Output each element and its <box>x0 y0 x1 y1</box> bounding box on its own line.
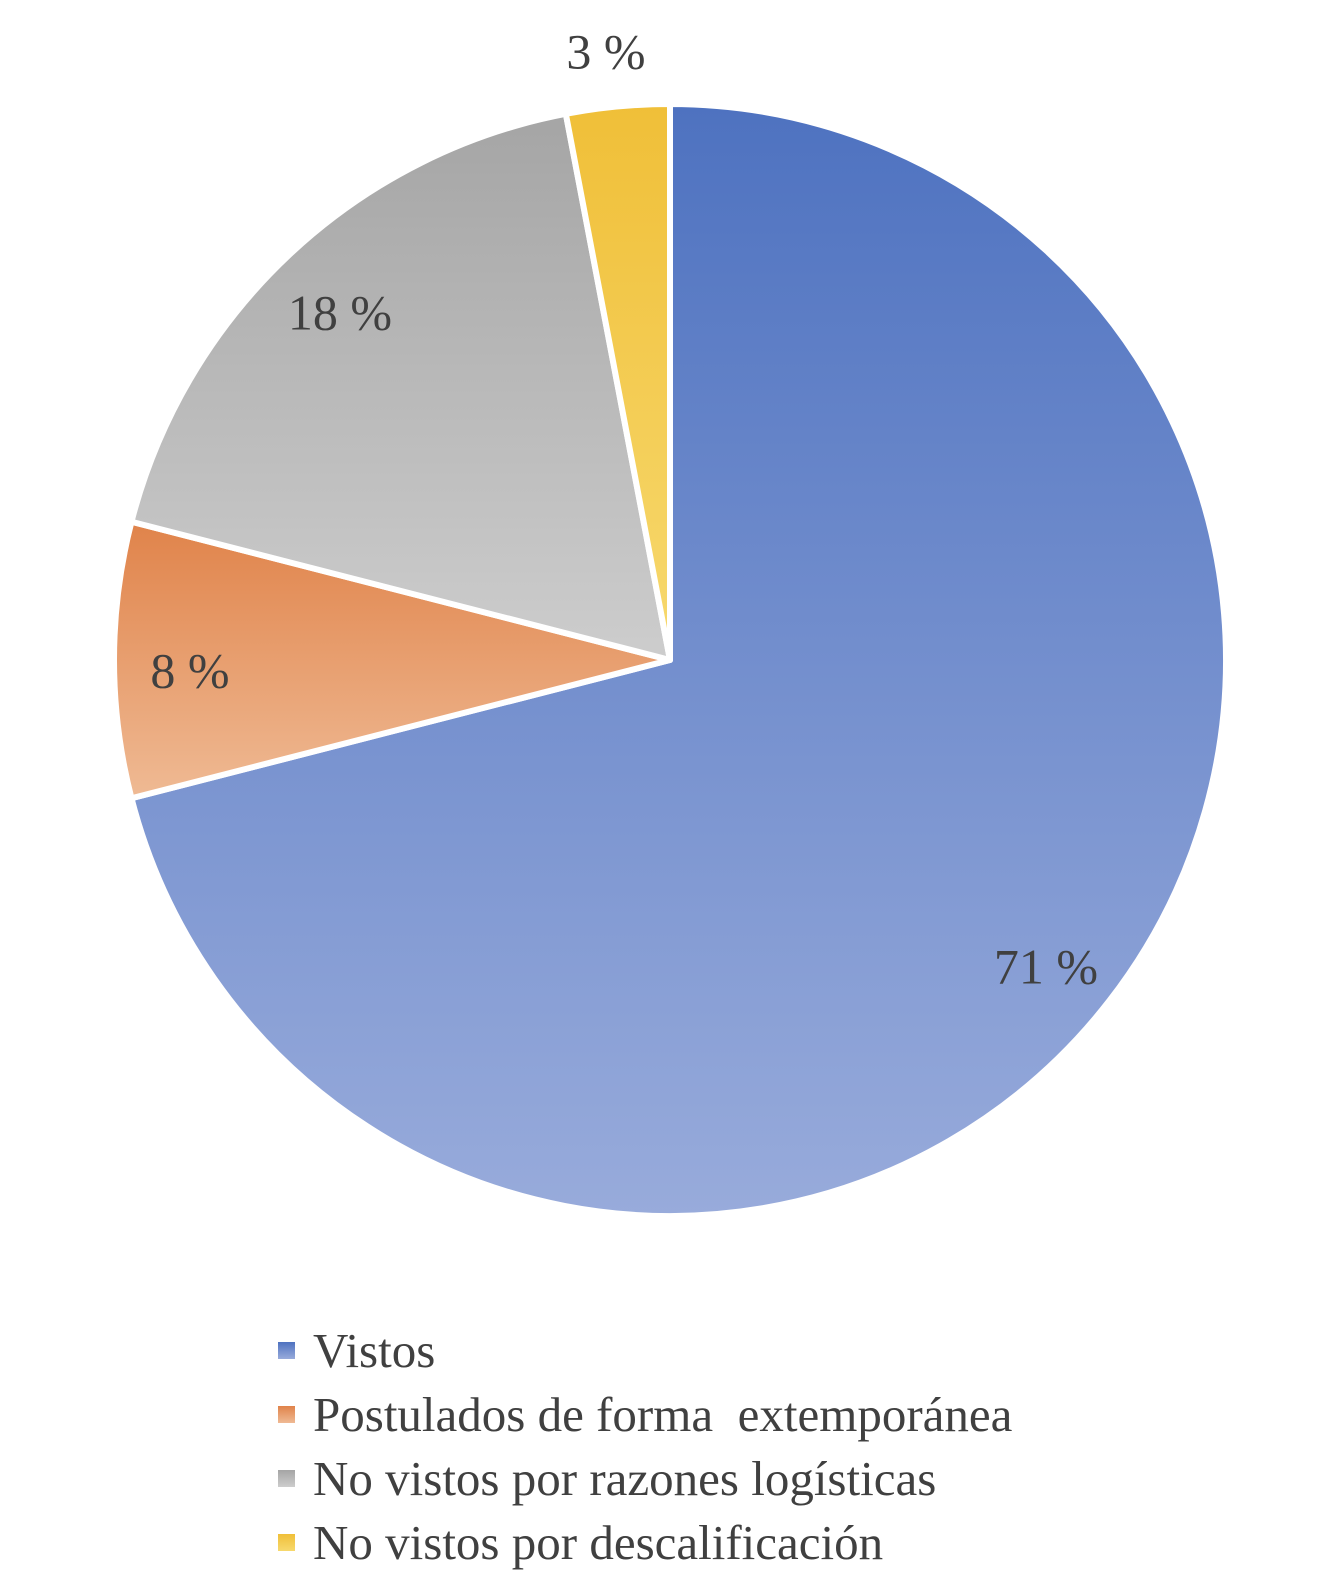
legend-swatch-logisticas <box>278 1469 295 1487</box>
pie-slice-extemporanea <box>111 518 673 802</box>
pie-labels: 71 % 8 % 18 % 3 % <box>150 23 1098 994</box>
pie-chart: 71 % 8 % 18 % 3 % <box>111 23 1229 1219</box>
data-label-extemporanea: 8 % <box>150 642 229 698</box>
legend-item-extemporanea: Postulados de forma extemporánea <box>278 1382 1012 1446</box>
legend-item-vistos: Vistos <box>278 1318 1012 1382</box>
legend-swatch-vistos <box>278 1341 295 1359</box>
legend-label-descalificacion: No vistos por descalificación <box>313 1514 884 1570</box>
data-label-logisticas: 18 % <box>288 284 392 340</box>
data-label-vistos: 71 % <box>994 938 1098 994</box>
legend-swatch-extemporanea <box>278 1405 295 1423</box>
pie-slices <box>111 101 1229 1219</box>
pie-slice-descalificacion <box>562 101 673 663</box>
data-label-descalificacion: 3 % <box>566 23 645 79</box>
legend-label-logisticas: No vistos por razones logísticas <box>313 1450 937 1506</box>
legend-label-extemporanea: Postulados de forma extemporánea <box>313 1386 1013 1442</box>
legend: Vistos Postulados de forma extemporánea No… <box>278 1318 1012 1574</box>
legend-label-vistos: Vistos <box>313 1322 436 1378</box>
legend-swatch-descalificacion <box>278 1533 295 1551</box>
legend-item-logisticas: No vistos por razones logísticas <box>278 1446 1012 1510</box>
legend-item-descalificacion: No vistos por descalificación <box>278 1510 1012 1574</box>
pie-slice-logisticas <box>128 110 673 663</box>
pie-slice-vistos <box>128 101 1229 1219</box>
